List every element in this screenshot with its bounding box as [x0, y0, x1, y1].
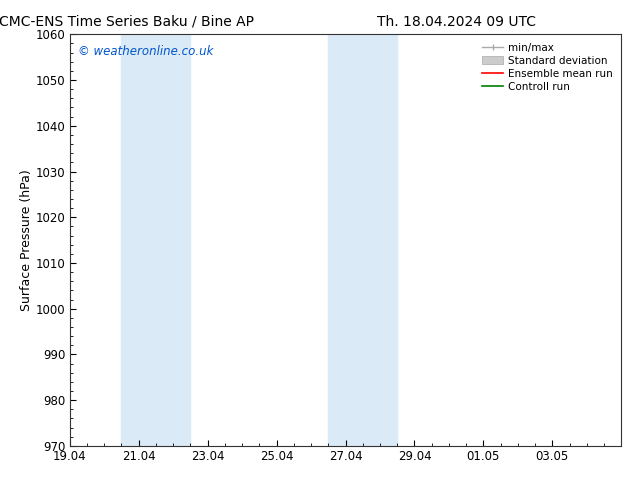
Text: Th. 18.04.2024 09 UTC: Th. 18.04.2024 09 UTC	[377, 15, 536, 29]
Legend: min/max, Standard deviation, Ensemble mean run, Controll run: min/max, Standard deviation, Ensemble me…	[479, 40, 616, 95]
Y-axis label: Surface Pressure (hPa): Surface Pressure (hPa)	[20, 169, 33, 311]
Bar	[122, 34, 190, 446]
Bar	[328, 34, 398, 446]
Text: © weatheronline.co.uk: © weatheronline.co.uk	[78, 45, 214, 58]
Text: CMC-ENS Time Series Baku / Bine AP: CMC-ENS Time Series Baku / Bine AP	[0, 15, 254, 29]
